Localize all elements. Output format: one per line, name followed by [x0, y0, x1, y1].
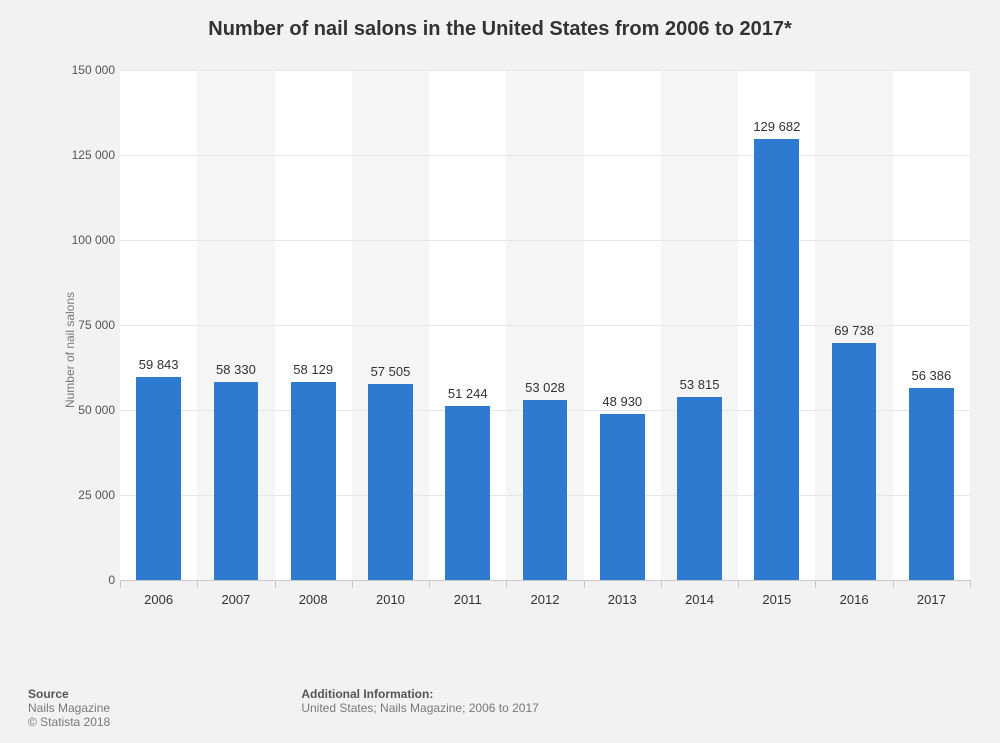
xtick-label: 2008	[275, 592, 352, 607]
ytick-label: 75 000	[60, 318, 115, 332]
xtick-label: 2012	[506, 592, 583, 607]
gridline	[120, 155, 970, 156]
ytick-label: 0	[60, 573, 115, 587]
ytick-label: 25 000	[60, 488, 115, 502]
bar: 56 386	[909, 388, 954, 580]
bar-value-label: 53 028	[518, 380, 572, 395]
bar-value-label: 58 330	[209, 362, 263, 377]
bar: 57 505	[368, 384, 413, 580]
bar: 58 330	[214, 382, 259, 580]
xtick	[584, 580, 585, 588]
xtick-label: 2007	[197, 592, 274, 607]
bar-value-label: 51 244	[441, 386, 495, 401]
chart-footer: Source Nails Magazine © Statista 2018 Ad…	[28, 687, 972, 729]
bar-value-label: 56 386	[904, 368, 958, 383]
xtick	[275, 580, 276, 588]
xtick	[738, 580, 739, 588]
gridline	[120, 240, 970, 241]
xtick	[661, 580, 662, 588]
gridline	[120, 70, 970, 71]
xtick	[893, 580, 894, 588]
ytick-label: 100 000	[60, 233, 115, 247]
bar: 48 930	[600, 414, 645, 580]
xtick	[197, 580, 198, 588]
ytick-label: 150 000	[60, 63, 115, 77]
bar-value-label: 53 815	[673, 377, 727, 392]
bar-value-label: 57 505	[364, 364, 418, 379]
xtick-label: 2017	[893, 592, 970, 607]
xtick-label: 2011	[429, 592, 506, 607]
bar-value-label: 129 682	[750, 119, 804, 134]
bar: 69 738	[832, 343, 877, 580]
x-axis-line	[120, 580, 970, 581]
y-axis-label: Number of nail salons	[63, 292, 77, 408]
bar-value-label: 48 930	[595, 394, 649, 409]
plot-area: 59 843200658 330200758 129200857 5052010…	[120, 70, 970, 580]
additional-info-line1: United States; Nails Magazine; 2006 to 2…	[301, 701, 538, 715]
xtick-label: 2010	[352, 592, 429, 607]
xtick	[120, 580, 121, 588]
xtick-label: 2006	[120, 592, 197, 607]
chart-container: Number of nail salons 59 843200658 33020…	[60, 70, 970, 630]
xtick-label: 2014	[661, 592, 738, 607]
bar: 53 815	[677, 397, 722, 580]
bar-value-label: 59 843	[132, 357, 186, 372]
bar-value-label: 58 129	[286, 362, 340, 377]
xtick-label: 2015	[738, 592, 815, 607]
source-line1: Nails Magazine	[28, 701, 298, 715]
xtick	[429, 580, 430, 588]
xtick-label: 2016	[815, 592, 892, 607]
xtick	[352, 580, 353, 588]
xtick	[506, 580, 507, 588]
source-header: Source	[28, 687, 298, 701]
bar: 58 129	[291, 382, 336, 580]
bar: 59 843	[136, 377, 181, 580]
ytick-label: 125 000	[60, 148, 115, 162]
ytick-label: 50 000	[60, 403, 115, 417]
bar: 51 244	[445, 406, 490, 580]
chart-title: Number of nail salons in the United Stat…	[0, 0, 1000, 41]
xtick	[970, 580, 971, 588]
bar: 129 682	[754, 139, 799, 580]
source-line2: © Statista 2018	[28, 715, 298, 729]
bar-value-label: 69 738	[827, 323, 881, 338]
bar: 53 028	[523, 400, 568, 580]
xtick	[815, 580, 816, 588]
additional-info-header: Additional Information:	[301, 687, 538, 701]
xtick-label: 2013	[584, 592, 661, 607]
